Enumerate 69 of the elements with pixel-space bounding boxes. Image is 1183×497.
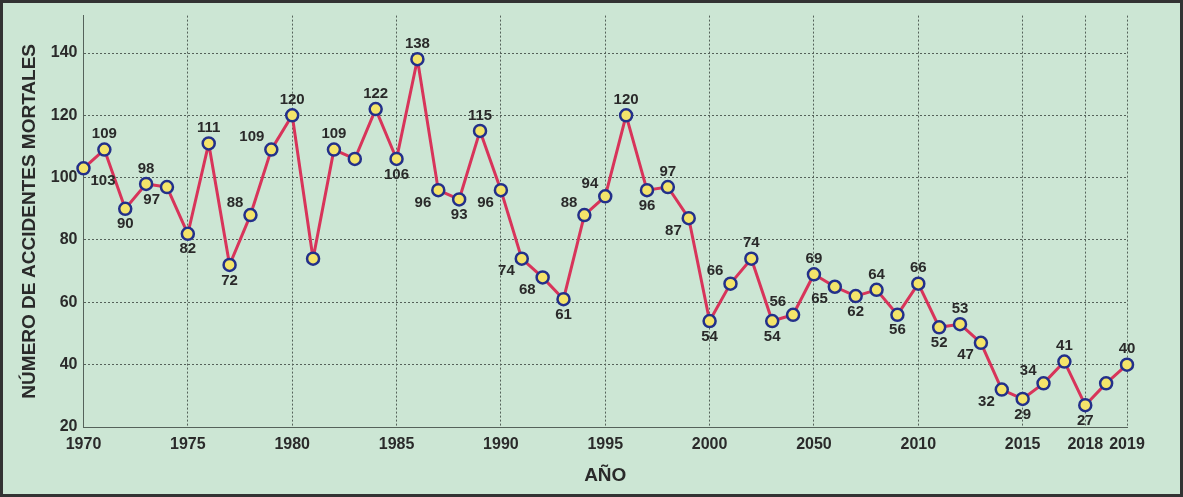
data-label: 74 [742, 233, 761, 251]
data-label: 40 [1118, 339, 1136, 357]
x-axis-title: AÑO [584, 463, 627, 485]
y-tick-label: 100 [50, 168, 78, 186]
data-label: 109 [91, 124, 117, 142]
data-label: 69 [805, 248, 823, 266]
x-tick-label: 2019 [1109, 435, 1145, 453]
data-label: 90 [116, 214, 134, 232]
data-label: 94 [581, 174, 599, 192]
data-label: 97 [143, 189, 160, 207]
data-label: 82 [179, 239, 197, 257]
data-label: 138 [404, 33, 430, 51]
data-label: 115 [467, 105, 493, 123]
data-label: 68 [518, 280, 536, 298]
data-label: 106 [384, 164, 410, 182]
data-label: 120 [613, 89, 639, 107]
data-label: 56 [889, 320, 906, 338]
data-label: 88 [226, 192, 244, 210]
data-label: 74 [498, 261, 516, 279]
data-label: 47 [957, 345, 974, 363]
data-label: 65 [811, 289, 828, 307]
data-label: 93 [450, 205, 468, 223]
y-tick-label: 80 [59, 230, 78, 248]
data-label: 52 [930, 332, 948, 350]
data-label: 122 [363, 83, 389, 101]
x-tick-label: 1970 [65, 435, 102, 453]
data-label: 29 [1014, 404, 1031, 422]
x-tick-label: 1995 [587, 435, 624, 453]
data-label: 96 [638, 195, 656, 213]
y-tick-label: 40 [59, 355, 78, 373]
y-tick-label: 120 [50, 105, 78, 123]
data-label: 27 [1076, 410, 1094, 428]
data-label: 109 [321, 124, 347, 142]
data-label: 109 [239, 127, 265, 145]
data-label: 87 [665, 220, 682, 238]
data-label: 111 [197, 118, 221, 136]
x-tick-label: 2010 [900, 435, 937, 453]
x-tick-label: 2000 [691, 435, 728, 453]
x-tick-label: 2050 [796, 435, 832, 453]
data-label: 41 [1056, 336, 1073, 354]
data-label: 54 [701, 326, 719, 344]
data-label: 120 [279, 89, 305, 107]
data-label: 56 [769, 292, 787, 310]
data-label: 88 [560, 192, 578, 210]
x-tick-label: 1990 [483, 435, 519, 453]
data-label: 103 [90, 170, 116, 188]
y-axis-title: NÚMERO DE ACCIDENTES MORTALES [17, 43, 39, 399]
x-tick-label: 1975 [170, 435, 206, 453]
x-tick-label: 2018 [1067, 435, 1104, 453]
data-label: 66 [909, 258, 927, 276]
x-tick-label: 1980 [274, 435, 311, 453]
data-label: 32 [978, 392, 995, 410]
data-label: 98 [137, 158, 155, 176]
data-label: 61 [555, 304, 572, 322]
y-tick-label: 60 [59, 292, 78, 310]
data-label: 62 [847, 301, 865, 319]
data-label: 53 [951, 298, 969, 316]
data-label: 96 [477, 192, 494, 210]
y-tick-label: 20 [59, 417, 78, 435]
data-label: 66 [706, 261, 724, 279]
data-label: 64 [868, 264, 886, 282]
data-label: 34 [1019, 361, 1038, 379]
data-label: 54 [763, 326, 782, 344]
x-tick-label: 2015 [1004, 435, 1041, 453]
data-label: 72 [221, 270, 238, 288]
data-label: 97 [659, 161, 677, 179]
data-label: 96 [414, 192, 432, 210]
x-tick-label: 1985 [378, 435, 415, 453]
y-tick-label: 140 [50, 43, 78, 61]
